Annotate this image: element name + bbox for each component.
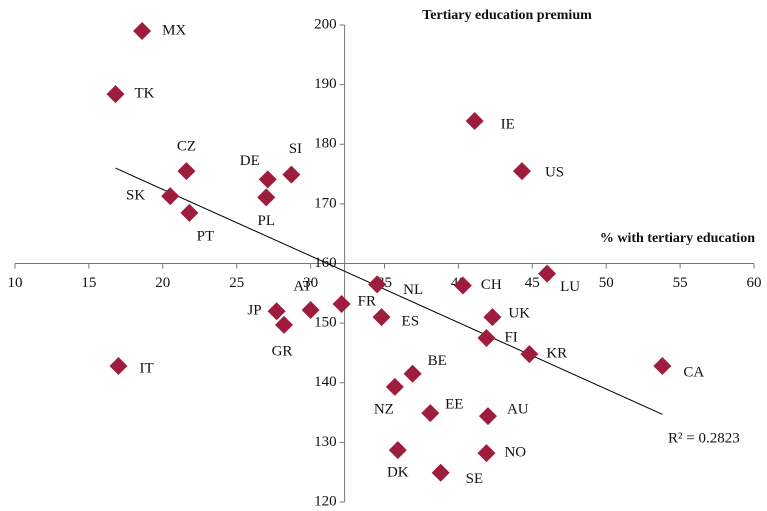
point-label: LU — [560, 279, 580, 295]
point-label: NO — [504, 445, 526, 461]
y-tick-label: 150 — [314, 315, 337, 331]
y-tick-label: 140 — [314, 374, 337, 390]
point — [177, 162, 196, 181]
point — [282, 165, 301, 184]
x-tick-label: 15 — [81, 275, 96, 291]
point — [106, 85, 125, 104]
x-tick-label: 60 — [747, 275, 762, 291]
point-label: IT — [139, 360, 153, 376]
point — [372, 308, 391, 327]
point — [512, 162, 531, 181]
point — [257, 188, 276, 207]
point-label: SE — [466, 471, 484, 487]
point-label: MX — [162, 22, 186, 38]
point-label: KR — [546, 346, 567, 362]
point-label: PL — [258, 213, 276, 229]
point — [267, 302, 286, 321]
point — [431, 463, 450, 482]
y-tick-label: 200 — [314, 16, 337, 32]
point-label: FR — [358, 293, 376, 309]
point-label: CA — [683, 364, 704, 380]
x-tick-label: 55 — [673, 275, 688, 291]
y-tick-label: 170 — [314, 195, 337, 211]
point — [109, 357, 128, 376]
point-label: AT — [293, 278, 311, 294]
x-tick-label: 25 — [229, 275, 244, 291]
y-tick-label: 180 — [314, 136, 337, 152]
point — [258, 170, 277, 189]
trendline-label: R² = 0.2823 — [668, 430, 740, 446]
point — [453, 276, 472, 295]
point-label: CH — [481, 277, 502, 293]
point — [653, 357, 672, 376]
point-label: SI — [289, 141, 302, 157]
point — [421, 404, 440, 423]
point-label: NZ — [374, 401, 394, 417]
trendline — [115, 167, 663, 415]
point-label: IE — [501, 116, 515, 132]
point — [538, 264, 557, 283]
point — [133, 21, 152, 40]
point — [403, 364, 422, 383]
point-label: US — [545, 165, 564, 181]
point — [180, 203, 199, 222]
point — [477, 329, 496, 348]
x-tick-label: 50 — [599, 275, 614, 291]
point-label: UK — [508, 306, 530, 322]
point — [477, 444, 496, 463]
point-label: DE — [240, 153, 260, 169]
y-tick-label: 190 — [314, 76, 337, 92]
point — [385, 377, 404, 396]
point — [368, 275, 387, 294]
y-axis-title: Tertiary education premium — [422, 8, 592, 23]
point-label: AU — [507, 402, 529, 418]
point — [332, 295, 351, 314]
x-tick-label: 30 — [303, 275, 318, 291]
point — [520, 345, 539, 364]
point-label: PT — [197, 228, 215, 244]
point — [274, 315, 293, 334]
point — [301, 301, 320, 320]
point-label: GR — [272, 343, 293, 359]
point-label: TK — [135, 86, 155, 102]
point — [478, 407, 497, 426]
point-label: DK — [387, 465, 409, 481]
point-label: SK — [126, 188, 145, 204]
point — [465, 111, 484, 130]
point — [483, 308, 502, 327]
x-tick-label: 45 — [525, 275, 540, 291]
x-tick-label: 20 — [155, 275, 170, 291]
point — [161, 187, 180, 206]
point-label: ES — [402, 314, 420, 330]
point-label: FI — [504, 329, 517, 345]
y-tick-label: 120 — [314, 493, 337, 509]
y-tick-label: 130 — [314, 434, 337, 450]
point-label: JP — [247, 303, 261, 319]
point-label: CZ — [177, 139, 196, 155]
point-label: NL — [403, 282, 423, 298]
x-tick-label: 10 — [8, 275, 23, 291]
point-label: BE — [428, 353, 447, 369]
x-axis-title: % with tertiary education — [600, 231, 755, 246]
point-label: EE — [445, 397, 463, 413]
point — [388, 441, 407, 460]
